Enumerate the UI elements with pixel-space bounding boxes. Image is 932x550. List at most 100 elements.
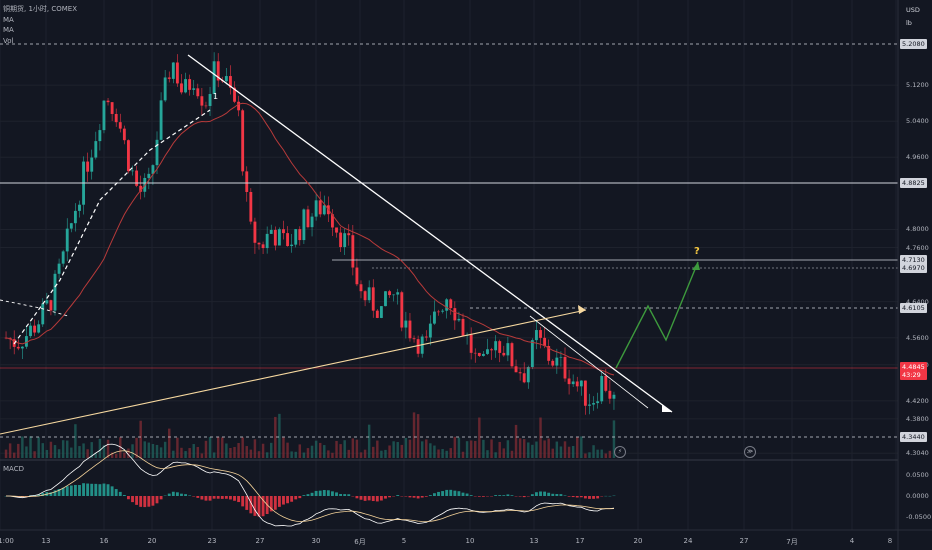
- macd-hist-bar: [200, 496, 204, 500]
- macd-hist-bar: [588, 496, 591, 499]
- volume-bar: [25, 446, 28, 458]
- tag-top: 5.2080: [900, 39, 927, 49]
- tag-target: 4.6105: [900, 303, 927, 313]
- price-tick-label: 4.3800: [906, 414, 929, 423]
- time-tick-label: 5: [401, 537, 407, 545]
- time-tick-label: 8: [887, 537, 893, 545]
- unit-label[interactable]: lb: [906, 19, 912, 27]
- candle-body: [600, 375, 604, 402]
- macd-hist-bar: [78, 485, 81, 496]
- volume-bar: [510, 450, 514, 458]
- macd-hist-bar: [196, 496, 200, 498]
- volume-bar: [506, 440, 510, 458]
- volume-bar: [551, 448, 554, 458]
- macd-hist-bar: [306, 494, 310, 496]
- volume-bar: [74, 424, 77, 458]
- candle-body: [535, 330, 538, 341]
- volume-bar: [106, 439, 110, 458]
- indicator-ma-1[interactable]: MA: [3, 15, 14, 24]
- price-tick-label: 5.0400: [906, 117, 929, 126]
- candle-body: [37, 324, 41, 333]
- volume-bar: [559, 446, 563, 458]
- macd-hist-bar: [114, 489, 118, 496]
- volume-bar: [457, 437, 461, 458]
- tag-upper2: 4.6970: [900, 263, 927, 273]
- candle-body: [233, 87, 236, 102]
- macd-hist-bar: [498, 495, 502, 496]
- macd-hist-bar: [237, 496, 241, 503]
- time-tick-label: 13: [529, 537, 539, 545]
- volume-bar: [290, 451, 293, 458]
- macd-hist-bar: [579, 496, 583, 498]
- candle-body: [204, 105, 208, 107]
- macd-hist-bar: [273, 496, 277, 510]
- symbol-title[interactable]: 铜期货, 1小时, COMEX: [3, 5, 78, 13]
- candle-body: [347, 233, 351, 236]
- macd-hist-bar: [420, 496, 424, 498]
- macd-hist-bar: [171, 491, 175, 496]
- volume-bar: [127, 448, 130, 458]
- candle-body: [261, 244, 265, 249]
- candle-body: [49, 300, 53, 311]
- volume-bar: [229, 447, 232, 458]
- candle-body: [486, 349, 489, 354]
- price-tick-label: 4.9600: [906, 153, 929, 162]
- volume-bar: [41, 443, 44, 458]
- macd-hist-bar: [331, 491, 334, 496]
- macd-hist-bar: [298, 496, 302, 499]
- volume-bar: [90, 442, 93, 458]
- macd-hist-bar: [510, 495, 514, 496]
- macd-hist-bar: [188, 495, 192, 496]
- indicator-ma-2[interactable]: MA: [3, 26, 14, 34]
- macd-hist-bar: [167, 493, 171, 496]
- macd-hist-bar: [37, 494, 41, 496]
- macd-hist-bar: [408, 496, 412, 498]
- macd-hist-bar: [592, 496, 595, 499]
- candle-body: [69, 223, 73, 229]
- candle-body: [29, 325, 32, 337]
- volume-bar: [555, 441, 559, 458]
- candle-body: [20, 346, 24, 349]
- candle-body: [314, 200, 318, 217]
- macd-hist-bar: [90, 483, 94, 496]
- macd-hist-bar: [106, 484, 110, 496]
- volume-bar: [151, 444, 155, 458]
- indicator-vol[interactable]: Vol: [3, 36, 14, 45]
- candle-body: [547, 346, 551, 361]
- volume-bar: [494, 452, 497, 458]
- candle-body: [237, 101, 241, 111]
- candle-body: [551, 360, 555, 366]
- volume-bar: [478, 417, 481, 458]
- macd-hist-bar: [449, 489, 453, 496]
- time-tick-label: 24: [683, 537, 693, 545]
- volume-bar: [539, 417, 542, 458]
- candle-body: [306, 209, 310, 228]
- candle-body: [310, 216, 314, 228]
- candle-body: [127, 140, 130, 172]
- scroll-forward-icon[interactable]: ≫: [744, 446, 756, 458]
- candle-body: [457, 318, 461, 321]
- candle-body: [53, 273, 57, 311]
- volume-bar: [408, 439, 412, 458]
- macd-hist-bar: [122, 494, 126, 496]
- candle-body: [159, 100, 163, 140]
- candle-body: [269, 229, 273, 234]
- signal-line: [6, 450, 615, 523]
- macd-hist-bar: [555, 493, 559, 496]
- candle-body: [16, 346, 20, 349]
- volume-bar: [212, 452, 216, 458]
- candle-body: [579, 380, 583, 387]
- downtrend-line: [187, 54, 673, 413]
- macd-hist-bar: [69, 485, 73, 496]
- time-tick-label: 6月: [354, 538, 366, 546]
- flash-icon[interactable]: ⚡: [614, 446, 626, 458]
- candle-body: [86, 161, 90, 172]
- macd-title[interactable]: MACD: [3, 465, 24, 473]
- candle-body: [167, 77, 171, 79]
- candle-body: [351, 235, 355, 268]
- chart-legend: 铜期货, 1小时, COMEX MA MA Vol: [3, 4, 77, 46]
- volume-bar: [33, 451, 36, 458]
- currency-label[interactable]: USD: [906, 6, 920, 14]
- macd-hist-bar: [371, 496, 375, 502]
